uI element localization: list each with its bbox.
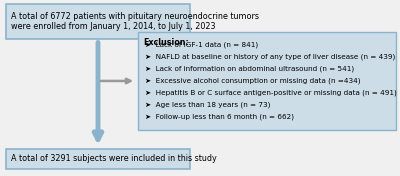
FancyBboxPatch shape bbox=[138, 32, 396, 130]
Text: ➤  Lack of information on abdominal ultrasound (n = 541): ➤ Lack of information on abdominal ultra… bbox=[145, 65, 354, 72]
FancyBboxPatch shape bbox=[6, 4, 190, 39]
FancyBboxPatch shape bbox=[6, 149, 190, 169]
Text: ➤  Lack of IGF-1 data (n = 841): ➤ Lack of IGF-1 data (n = 841) bbox=[145, 41, 258, 48]
Text: ➤  Age less than 18 years (n = 73): ➤ Age less than 18 years (n = 73) bbox=[145, 102, 270, 108]
Text: Exclusion:: Exclusion: bbox=[143, 38, 188, 47]
Text: ➤  Hepatitis B or C surface antigen-positive or missing data (n = 491): ➤ Hepatitis B or C surface antigen-posit… bbox=[145, 89, 396, 96]
Text: ➤  Follow-up less than 6 month (n = 662): ➤ Follow-up less than 6 month (n = 662) bbox=[145, 114, 294, 120]
Text: A total of 6772 patients with pituitary neuroendocrine tumors
were enrolled from: A total of 6772 patients with pituitary … bbox=[11, 12, 259, 31]
Text: ➤  NAFLD at baseline or history of any type of liver disease (n = 439): ➤ NAFLD at baseline or history of any ty… bbox=[145, 53, 395, 60]
Text: ➤  Excessive alcohol consumption or missing data (n =434): ➤ Excessive alcohol consumption or missi… bbox=[145, 77, 360, 84]
Text: A total of 3291 subjects were included in this study: A total of 3291 subjects were included i… bbox=[11, 154, 216, 163]
